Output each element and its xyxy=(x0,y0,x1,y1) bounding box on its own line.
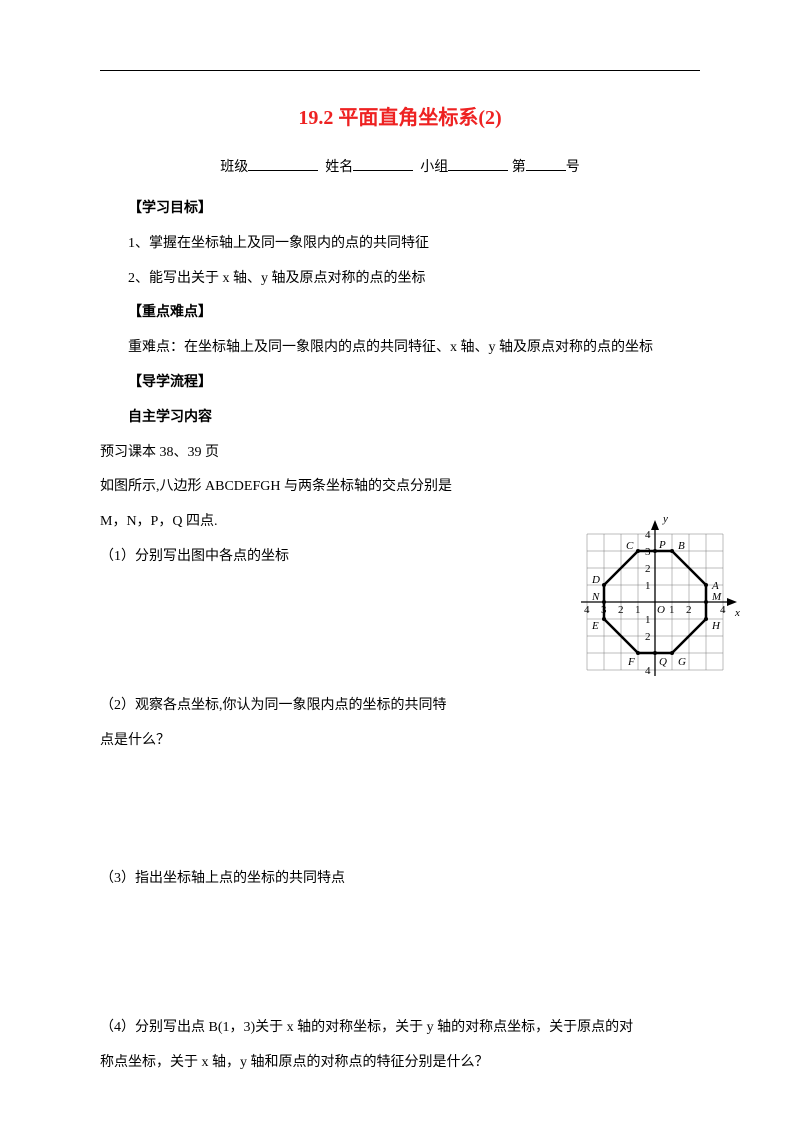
no-prefix: 第 xyxy=(512,160,526,175)
header-blanks: 班级 姓名 小组 第 号 xyxy=(100,156,700,176)
coordinate-svg: xyO43211244211234ABCDEFGHMNPQ xyxy=(560,507,750,697)
q4b: 称点坐标，关于 x 轴，y 轴和原点的对称点的特征分别是什么？ xyxy=(100,1048,700,1079)
diff-heading: 【重点难点】 xyxy=(100,298,700,329)
svg-text:B: B xyxy=(678,540,685,552)
svg-text:2: 2 xyxy=(686,604,692,616)
preview-text: 预习课本 38、39 页 xyxy=(100,438,700,469)
goal-1: 1、掌握在坐标轴上及同一象限内的点的共同特征 xyxy=(100,229,700,260)
diff-text: 重难点：在坐标轴上及同一象限内的点的共同特征、x 轴、y 轴及原点对称的点的坐标 xyxy=(100,333,700,364)
svg-text:P: P xyxy=(658,539,666,551)
coordinate-figure: xyO43211244211234ABCDEFGHMNPQ xyxy=(560,507,750,702)
svg-text:x: x xyxy=(734,607,740,619)
q3: （3）指出坐标轴上点的坐标的共同特点 xyxy=(100,864,700,895)
svg-text:1: 1 xyxy=(635,604,641,616)
svg-text:2: 2 xyxy=(618,604,624,616)
class-label: 班级 xyxy=(220,160,248,175)
svg-text:1: 1 xyxy=(669,604,675,616)
fig-intro: 如图所示,八边形 ABCDEFGH 与两条坐标轴的交点分别是 xyxy=(100,472,700,503)
svg-text:H: H xyxy=(711,620,721,632)
svg-text:C: C xyxy=(626,540,634,552)
svg-text:M: M xyxy=(711,591,722,603)
svg-text:1: 1 xyxy=(645,614,651,626)
svg-text:y: y xyxy=(662,513,668,525)
svg-text:Q: Q xyxy=(659,656,667,668)
svg-text:N: N xyxy=(591,591,600,603)
class-blank[interactable] xyxy=(248,156,318,171)
no-blank[interactable] xyxy=(526,156,566,171)
svg-text:O: O xyxy=(657,604,665,616)
svg-text:F: F xyxy=(627,656,635,668)
group-label: 小组 xyxy=(420,160,448,175)
page-title: 19.2 平面直角坐标系(2) xyxy=(100,101,700,130)
goal-heading: 【学习目标】 xyxy=(100,194,700,225)
svg-text:4: 4 xyxy=(720,604,726,616)
flow-heading: 【导学流程】 xyxy=(100,368,700,399)
goal-2: 2、能写出关于 x 轴、y 轴及原点对称的点的坐标 xyxy=(100,264,700,295)
svg-text:2: 2 xyxy=(645,631,651,643)
top-rule xyxy=(100,70,700,71)
no-suffix: 号 xyxy=(566,160,580,175)
svg-text:2: 2 xyxy=(645,563,651,575)
q2b: 点是什么？ xyxy=(100,726,700,757)
svg-text:D: D xyxy=(591,574,600,586)
svg-text:4: 4 xyxy=(645,529,651,541)
svg-text:1: 1 xyxy=(645,580,651,592)
svg-text:G: G xyxy=(678,656,686,668)
self-heading: 自主学习内容 xyxy=(100,403,700,434)
name-blank[interactable] xyxy=(353,156,413,171)
q4: （4）分别写出点 B(1，3)关于 x 轴的对称坐标，关于 y 轴的对称点坐标，… xyxy=(100,1013,700,1044)
svg-text:4: 4 xyxy=(584,604,590,616)
name-label: 姓名 xyxy=(325,160,353,175)
svg-text:E: E xyxy=(591,620,599,632)
svg-text:4: 4 xyxy=(645,665,651,677)
group-blank[interactable] xyxy=(448,156,508,171)
